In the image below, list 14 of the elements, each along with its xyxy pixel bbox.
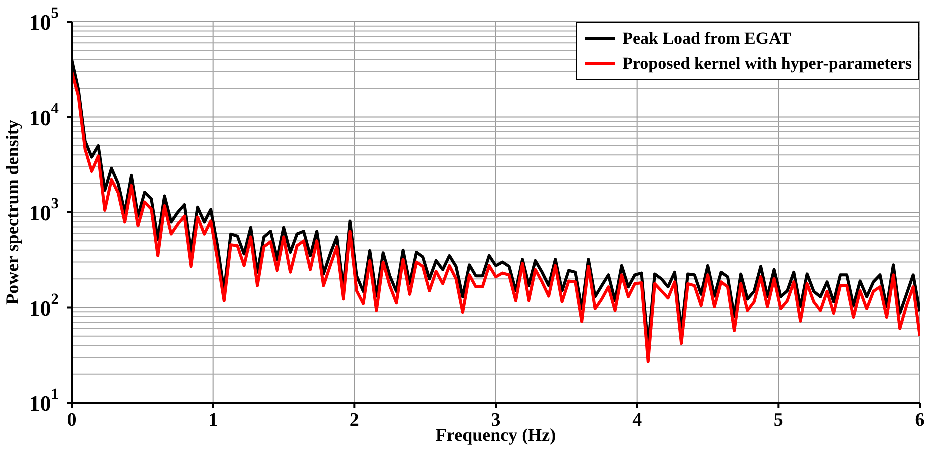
legend-label: Proposed kernel with hyper-parameters (622, 54, 912, 74)
x-tick-label: 2 (350, 410, 360, 430)
y-tick-label: 10$^{4}$ (29, 100, 60, 130)
x-tick-label: 6 (915, 410, 925, 430)
x-tick-label: 5 (774, 410, 784, 430)
x-tick-label: 1 (208, 410, 218, 430)
legend-label: Peak Load from EGAT (622, 28, 792, 48)
x-tick-label: 0 (67, 410, 77, 430)
y-tick-label: 10$^{3}$ (29, 196, 60, 225)
y-axis-title: Power spectrum density (2, 120, 22, 305)
y-tick-label: 10$^{5}$ (29, 5, 60, 34)
x-tick-label: 4 (632, 410, 643, 430)
y-tick-label: 10$^{1}$ (29, 386, 59, 416)
y-tick-label: 10$^{2}$ (29, 290, 60, 320)
